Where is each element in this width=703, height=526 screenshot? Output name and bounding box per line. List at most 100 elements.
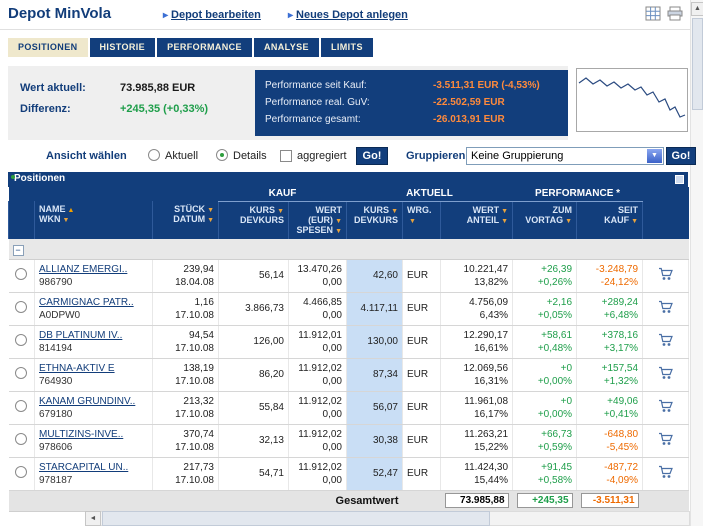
position-name-link[interactable]: CARMIGNAC PATR.. [39, 296, 134, 308]
aggregiert-checkbox[interactable] [280, 150, 292, 162]
position-name-link[interactable]: MULTIZINS-INVE.. [39, 428, 124, 440]
link-neues-depot-anlegen[interactable]: ▸ Neues Depot anlegen [288, 9, 408, 21]
kauf-kurs-cell: 56,14 [218, 259, 289, 293]
position-wkn: 986790 [39, 276, 73, 288]
performance-gesamt-label: Performance gesamt: [265, 114, 361, 125]
link-depot-bearbeiten[interactable]: ▸ Depot bearbeiten [163, 9, 261, 21]
position-radio[interactable] [15, 433, 28, 445]
scroll-up-icon[interactable]: ▲ [691, 2, 703, 16]
seit-kauf-cell: -648,80 -5,45% [576, 424, 644, 458]
scroll-left-icon[interactable]: ◄ [85, 511, 101, 526]
kauf-kurs-cell: 55,84 [218, 391, 289, 425]
aktuell-wert-cell: 12.290,17 16,61% [440, 325, 514, 359]
name-wkn-cell: STARCAPITAL UN.. 978187 [34, 457, 153, 491]
sort-desc-icon[interactable]: ▼ [409, 217, 416, 225]
tab-positionen[interactable]: POSITIONEN [8, 38, 88, 57]
column-header-kauf-wert[interactable]: WERT (EUR) ▼ SPESEN ▼ [288, 201, 347, 239]
gruppierung-dropdown-value: Keine Gruppierung [471, 150, 564, 162]
chevron-down-icon[interactable]: ▼ [647, 149, 662, 163]
radio-aktuell-label: Aktuell [165, 150, 199, 162]
collapse-group-icon[interactable]: − [12, 244, 24, 256]
go-button-view[interactable]: Go! [356, 147, 388, 165]
grid-export-icon[interactable] [645, 6, 662, 22]
tab-limits[interactable]: LIMITS [320, 38, 373, 57]
horizontal-scrollbar[interactable]: ◄ [0, 511, 690, 526]
order-cart-icon[interactable] [658, 465, 674, 482]
order-cart-icon[interactable] [658, 399, 674, 416]
wrg-cell: EUR [402, 424, 441, 458]
tab-historie[interactable]: HISTORIE [89, 38, 156, 57]
vortag-cell: +58,61 +0,48% [512, 325, 578, 359]
position-radio[interactable] [15, 301, 28, 313]
order-cart-icon[interactable] [658, 366, 674, 383]
go-button-group[interactable]: Go! [666, 147, 696, 165]
position-name-link[interactable]: DB PLATINUM IV.. [39, 329, 123, 341]
order-cart-icon[interactable] [658, 267, 674, 284]
sort-desc-icon[interactable]: ▼ [391, 207, 398, 215]
position-radio[interactable] [15, 334, 28, 346]
total-row: Gesamtwert 73.985,88 +245,35 -3.511,31 [8, 490, 689, 512]
collapse-panel-icon[interactable] [675, 175, 684, 184]
order-cart-icon[interactable] [658, 432, 674, 449]
vortag-cell: +0 +0,00% [512, 391, 578, 425]
radio-details[interactable] [216, 149, 228, 161]
differenz-label: Differenz: [20, 103, 71, 115]
position-radio[interactable] [15, 367, 28, 379]
column-header-zum-vortag[interactable]: ZUM VORTAG ▼ [512, 201, 577, 239]
position-name-link[interactable]: ETHNA-AKTIV E [39, 362, 115, 374]
position-name-link[interactable]: ALLIANZ EMERGI.. [39, 263, 128, 275]
tab-analyse[interactable]: ANALYSE [253, 38, 319, 57]
sort-asc-icon[interactable]: ▲ [67, 207, 75, 214]
column-header-aktuell-kurs[interactable]: KURS ▼ DEVKURS [346, 201, 403, 239]
position-radio[interactable] [15, 400, 28, 412]
aktuell-wert-cell: 11.424,30 15,44% [440, 457, 514, 491]
sort-desc-icon[interactable]: ▼ [335, 217, 342, 225]
aktuell-kurs-cell: 56,07 [346, 391, 403, 425]
order-cart-icon[interactable] [658, 300, 674, 317]
position-radio[interactable] [15, 268, 28, 280]
tab-performance[interactable]: PERFORMANCE [157, 38, 252, 57]
sort-desc-icon[interactable]: ▼ [207, 207, 214, 214]
print-icon[interactable] [667, 6, 684, 22]
sort-desc-icon[interactable]: ▼ [501, 217, 509, 225]
sort-desc-icon[interactable]: ▼ [207, 217, 214, 224]
position-wkn: 679180 [39, 408, 73, 420]
vortag-cell: +26,39 +0,26% [512, 259, 578, 293]
column-header-seit-kauf[interactable]: SEIT KAUF ▼ [576, 201, 643, 239]
seit-kauf-cell: -487,72 -4,09% [576, 457, 644, 491]
position-row: DB PLATINUM IV.. 814194 94,54 17.10.08 126… [8, 325, 690, 359]
sort-desc-icon[interactable]: ▼ [501, 207, 509, 215]
group-performance: PERFORMANCE * [512, 187, 643, 202]
position-row: ALLIANZ EMERGI.. 986790 239,94 18.04.08 56… [8, 259, 690, 293]
sort-desc-icon[interactable]: ▼ [62, 217, 70, 224]
sort-desc-icon[interactable]: ▼ [335, 227, 342, 235]
order-cell [642, 292, 690, 326]
column-header-stueck-datum[interactable]: STÜCK ▼ DATUM ▼ [152, 201, 219, 239]
column-header-aktuell-wert[interactable]: WERT ▼ ANTEIL ▼ [439, 201, 513, 239]
aktuell-wert-cell: 11.961,08 16,17% [440, 391, 514, 425]
vertical-scrollbar-thumb[interactable] [692, 18, 703, 110]
radio-aktuell[interactable] [148, 149, 160, 161]
aktuell-wert-cell: 11.263,21 15,22% [440, 424, 514, 458]
column-header-wrg[interactable]: WRG. ▼ [402, 201, 441, 239]
sort-desc-icon[interactable]: ▼ [631, 217, 639, 225]
aktuell-kurs-cell: 130,00 [346, 325, 403, 359]
select-position-cell [8, 424, 35, 458]
column-header-kauf-kurs[interactable]: KURS ▼ DEVKURS [218, 201, 289, 239]
order-cart-icon[interactable] [658, 333, 674, 350]
select-position-cell [8, 292, 35, 326]
horizontal-scrollbar-thumb[interactable] [102, 511, 490, 526]
sort-desc-icon[interactable]: ▼ [565, 217, 573, 225]
positions-table: Positionen KAUF AKTUELL PERFORMANCE * NA… [8, 172, 690, 512]
order-cell [642, 358, 690, 392]
kauf-wert-cell: 13.470,26 0,00 [288, 259, 347, 293]
position-name-link[interactable]: STARCAPITAL UN.. [39, 461, 129, 473]
position-name-link[interactable]: KANAM GRUNDINV.. [39, 395, 136, 407]
column-header-name-wkn[interactable]: NAME ▲ WKN ▼ [34, 201, 153, 239]
top-bar: Depot MinVola ▸ Depot bearbeiten ▸ Neues D… [0, 0, 690, 30]
vertical-scrollbar[interactable]: ▲ [690, 0, 703, 526]
sort-desc-icon[interactable]: ▼ [277, 207, 284, 215]
position-radio[interactable] [15, 466, 28, 478]
group-kauf: KAUF [218, 187, 347, 202]
gruppierung-dropdown[interactable]: Keine Gruppierung ▼ [466, 147, 664, 165]
